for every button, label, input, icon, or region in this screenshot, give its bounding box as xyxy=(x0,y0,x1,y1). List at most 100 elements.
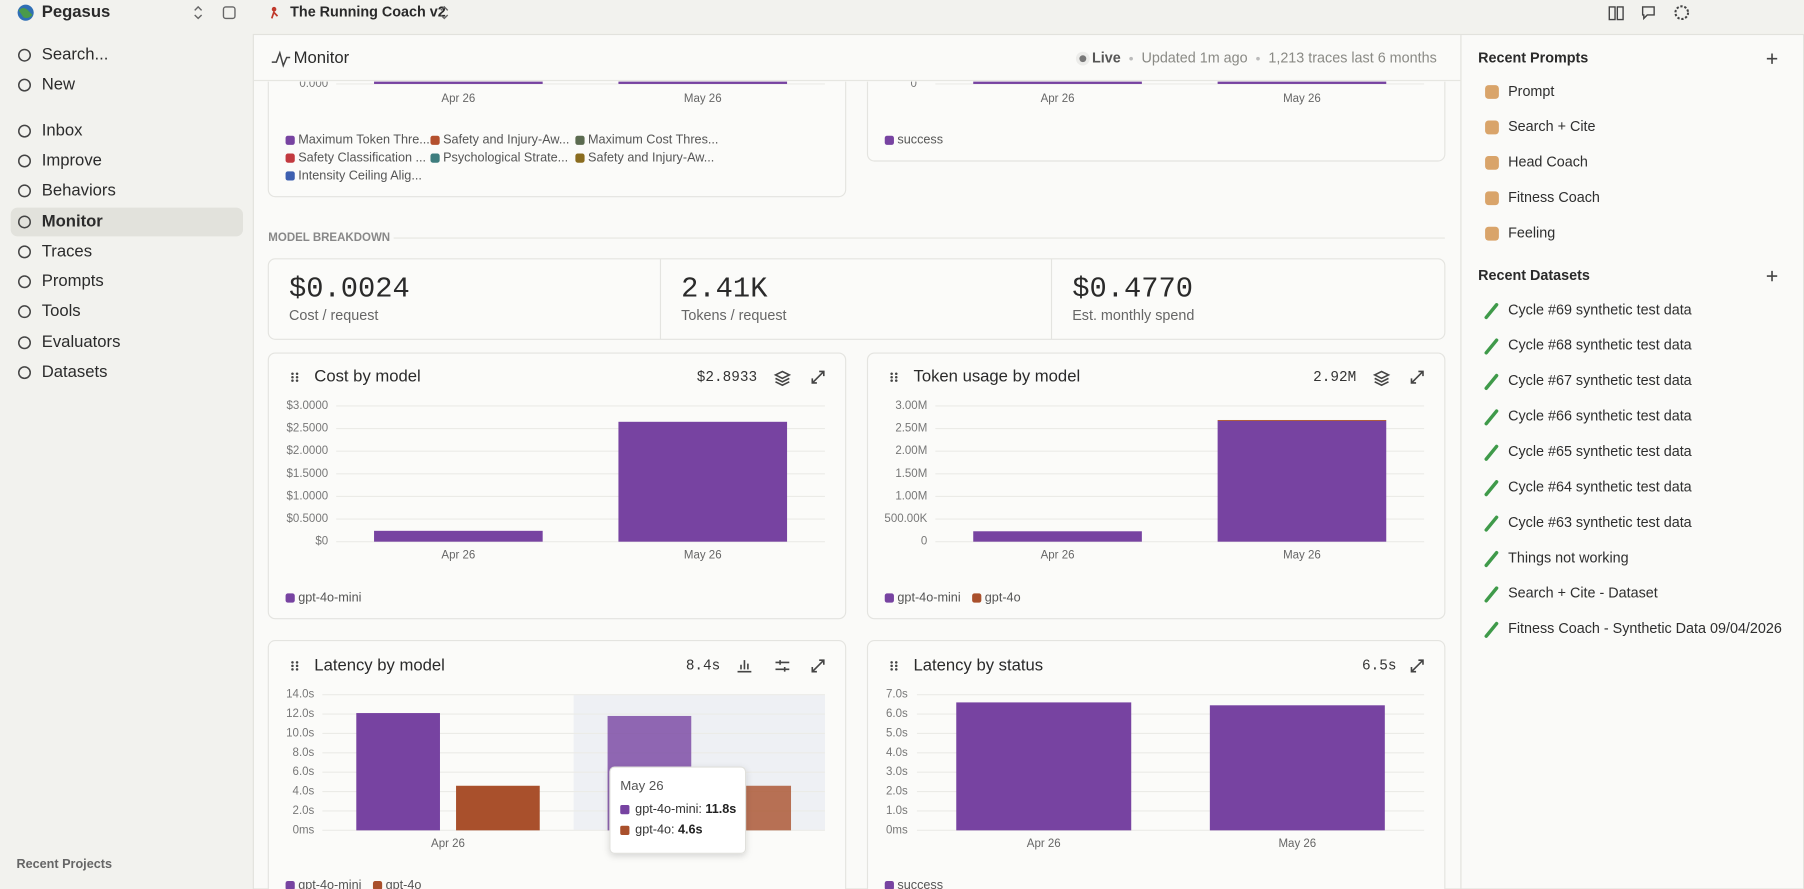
legend-label[interactable]: Safety and Injury-Aw... xyxy=(588,150,714,164)
nav-icon xyxy=(18,366,31,380)
legend-label[interactable]: gpt-4o xyxy=(985,590,1021,604)
nav-item[interactable]: Search... xyxy=(42,45,109,64)
sidebar-toggle[interactable] xyxy=(222,6,236,20)
sidebar-footer[interactable]: Recent Projects xyxy=(16,857,112,871)
nav-item[interactable]: Improve xyxy=(42,150,102,169)
list-item[interactable]: Cycle #66 synthetic test data xyxy=(1508,409,1692,425)
legend-swatch xyxy=(430,153,440,163)
nav-icon xyxy=(18,275,31,289)
stats-card xyxy=(267,258,1446,340)
workspace-logo-land xyxy=(18,8,33,19)
layers-button[interactable] xyxy=(773,370,792,387)
nav-icon xyxy=(18,245,31,259)
legend-label[interactable]: gpt-4o xyxy=(386,878,422,889)
nav-item[interactable]: Monitor xyxy=(42,211,104,230)
add-button[interactable] xyxy=(1766,270,1778,282)
legend-label[interactable]: Maximum Token Thre... xyxy=(298,133,430,147)
list-item[interactable]: Search + Cite xyxy=(1508,119,1595,135)
list-item[interactable]: Head Coach xyxy=(1508,155,1588,171)
nav-item[interactable]: Evaluators xyxy=(42,332,121,351)
list-item[interactable]: Cycle #69 synthetic test data xyxy=(1508,302,1692,318)
x-tick-label: Apr 26 xyxy=(1041,93,1075,105)
drag-handle xyxy=(295,661,299,664)
add-button[interactable] xyxy=(1766,53,1778,64)
drag-handle xyxy=(890,668,893,671)
y-tick-label: 2.0s xyxy=(886,786,908,798)
legend-label[interactable]: Safety and Injury-Aw... xyxy=(443,133,569,147)
expand-button[interactable] xyxy=(1410,370,1424,384)
project-name[interactable]: The Running Coach v2 xyxy=(290,4,446,20)
chart-card xyxy=(267,81,847,198)
legend-label[interactable]: gpt-4o-mini xyxy=(897,590,960,604)
nav-item[interactable]: Tools xyxy=(42,301,81,320)
layers-button[interactable] xyxy=(1372,370,1391,387)
bar xyxy=(956,702,1132,831)
y-tick-label: 2.00M xyxy=(895,445,927,457)
nav-item[interactable]: Behaviors xyxy=(42,180,116,199)
nav-item[interactable]: Datasets xyxy=(42,362,108,381)
workspace-switch[interactable] xyxy=(194,5,203,20)
y-tick-label: 6.0s xyxy=(886,708,908,720)
legend-label[interactable]: Maximum Cost Thres... xyxy=(588,133,718,147)
nav-item[interactable]: Inbox xyxy=(42,121,83,140)
y-tick-label: 7.0s xyxy=(886,689,908,701)
list-item[interactable]: Cycle #64 synthetic test data xyxy=(1508,479,1692,495)
drag-handle xyxy=(894,372,898,376)
expand-button[interactable] xyxy=(1410,659,1424,673)
legend-label[interactable]: gpt-4o-mini xyxy=(298,878,361,889)
drag-handle xyxy=(894,375,898,379)
nav-item[interactable]: Traces xyxy=(42,241,92,260)
docs-button[interactable] xyxy=(1608,6,1624,21)
settings-button[interactable] xyxy=(1674,5,1690,21)
legend-label[interactable]: Safety Classification ... xyxy=(298,150,426,164)
page-title: Monitor xyxy=(294,48,350,67)
list-item[interactable]: Fitness Coach - Synthetic Data 09/04/202… xyxy=(1508,621,1782,637)
nav-item[interactable]: Prompts xyxy=(42,271,104,290)
chart-card xyxy=(866,352,1446,620)
y-tick-label: 500.00K xyxy=(884,513,927,525)
tooltip-swatch xyxy=(620,825,630,835)
section-label: MODEL BREAKDOWN xyxy=(268,232,390,244)
list-item[interactable]: Cycle #67 synthetic test data xyxy=(1508,373,1692,389)
list-item[interactable]: Prompt xyxy=(1508,84,1554,100)
legend-label[interactable]: Psychological Strate... xyxy=(443,150,568,164)
list-item[interactable]: Cycle #68 synthetic test data xyxy=(1508,338,1692,354)
drag-handle xyxy=(295,664,299,668)
legend-label[interactable]: gpt-4o-mini xyxy=(298,590,361,604)
chart-total: 8.4s xyxy=(686,659,720,675)
legend-label[interactable]: Intensity Ceiling Alig... xyxy=(298,168,422,182)
nav-icon xyxy=(18,78,31,92)
list-item[interactable]: Fitness Coach xyxy=(1508,190,1600,206)
chart-total: $2.8933 xyxy=(697,370,757,386)
nav-icon xyxy=(18,48,31,62)
stat-value: $0.4770 xyxy=(1072,272,1193,305)
list-item[interactable]: Things not working xyxy=(1508,550,1629,566)
legend-swatch xyxy=(372,880,383,889)
feedback-button[interactable] xyxy=(1641,6,1655,21)
bars-button[interactable] xyxy=(737,660,752,673)
nav-icon xyxy=(18,305,31,319)
nav-icon xyxy=(18,184,31,198)
list-item[interactable]: Search + Cite - Dataset xyxy=(1508,586,1658,602)
legend-label[interactable]: success xyxy=(897,133,943,147)
y-tick-label: 2.50M xyxy=(895,423,927,435)
project-switch[interactable] xyxy=(440,5,449,20)
expand-button[interactable] xyxy=(811,659,825,673)
drag-handle xyxy=(890,664,893,668)
list-item[interactable]: Cycle #63 synthetic test data xyxy=(1508,515,1692,531)
tooltip-title: May 26 xyxy=(620,778,663,793)
list-item[interactable]: Cycle #65 synthetic test data xyxy=(1508,444,1692,460)
expand-button[interactable] xyxy=(811,370,825,384)
nav-item[interactable]: New xyxy=(42,75,76,94)
nav-icon xyxy=(18,215,31,229)
workspace-name[interactable]: Pegasus xyxy=(42,2,111,21)
list-item[interactable]: Feeling xyxy=(1508,225,1555,241)
stat-value: $0.0024 xyxy=(289,272,410,305)
item-icon xyxy=(1484,515,1499,532)
drag-handle xyxy=(890,661,893,664)
drag-handle xyxy=(291,372,294,376)
legend-label[interactable]: success xyxy=(897,878,943,889)
sliders-button[interactable] xyxy=(775,660,790,672)
